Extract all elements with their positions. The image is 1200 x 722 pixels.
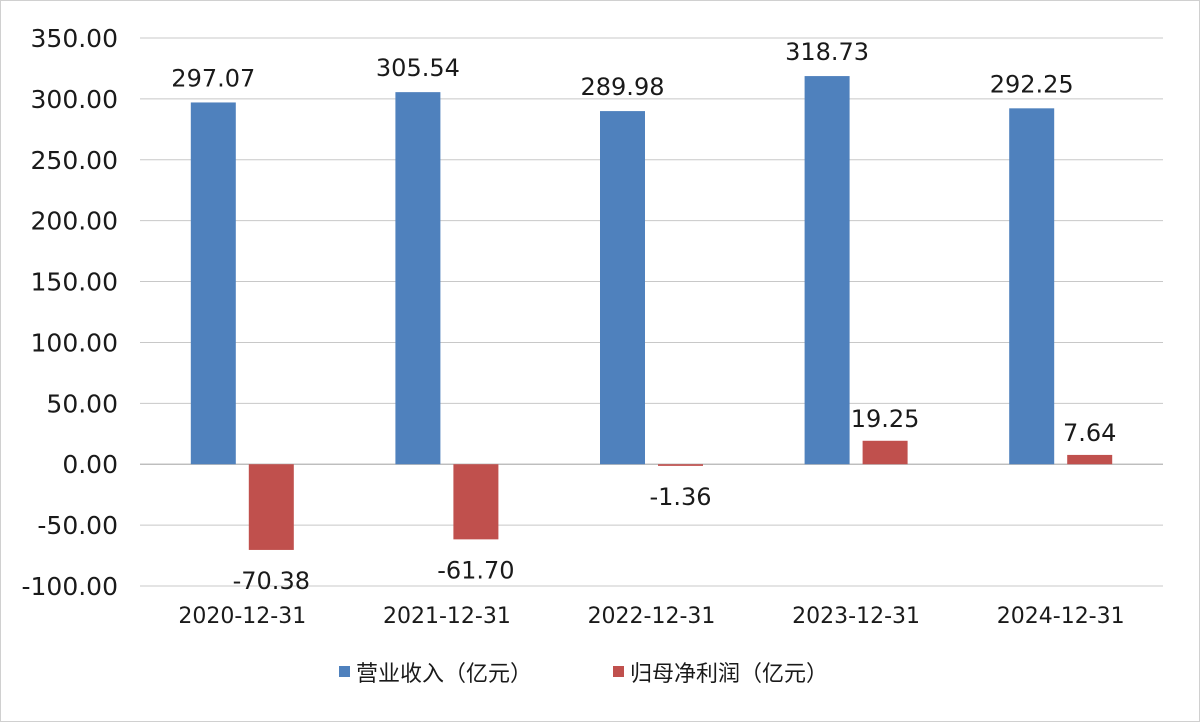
legend-label: 营业收入（亿元） [356, 662, 532, 687]
y-tick-label: 350.00 [31, 24, 118, 53]
x-tick-label: 2020-12-31 [178, 604, 306, 629]
y-tick-label: 50.00 [46, 389, 118, 418]
bars [190, 76, 1113, 550]
bar [248, 464, 294, 550]
data-label: 289.98 [581, 73, 665, 101]
x-tick-label: 2021-12-31 [383, 604, 511, 629]
x-tick-label: 2022-12-31 [588, 604, 716, 629]
y-tick-label: -100.00 [22, 572, 119, 601]
data-label: 305.54 [376, 54, 460, 82]
bar [190, 102, 236, 465]
gridlines [140, 37, 1163, 587]
y-tick-label: 150.00 [31, 268, 118, 297]
data-label: -70.38 [233, 567, 310, 595]
y-tick-label: 100.00 [31, 328, 118, 357]
bar [600, 111, 645, 465]
x-tick-label: 2023-12-31 [792, 604, 920, 629]
data-label: 292.25 [990, 70, 1074, 98]
data-label: -1.36 [649, 483, 711, 511]
data-labels: 297.07 -70.38 305.54 -61.70 289.98 -1.36 318.7… [171, 38, 1116, 595]
bar [395, 92, 441, 465]
y-tick-label: 250.00 [31, 146, 118, 175]
bar [1009, 108, 1055, 465]
legend-swatch [339, 666, 350, 677]
y-tick-label: 200.00 [31, 207, 118, 236]
y-tick-label: 300.00 [31, 85, 118, 114]
data-label: 318.73 [785, 38, 869, 66]
legend-label: 归母净利润（亿元） [630, 662, 828, 687]
bar [453, 464, 499, 540]
bar [804, 76, 850, 465]
bar [862, 440, 908, 465]
data-label: 19.25 [851, 405, 920, 433]
y-tick-label: 0.00 [62, 450, 118, 479]
y-axis-ticks: 350.00 300.00 250.00 200.00 150.00 100.00 50.0… [22, 24, 119, 601]
legend-swatch [613, 666, 624, 677]
legend: 营业收入（亿元） 归母净利润（亿元） [339, 662, 828, 687]
bar [658, 464, 703, 466]
bar [1067, 454, 1113, 465]
data-label: -61.70 [437, 556, 514, 584]
data-label: 7.64 [1063, 419, 1116, 447]
y-tick-label: -50.00 [37, 511, 118, 540]
x-axis-ticks: 2020-12-31 2021-12-31 2022-12-31 2023-12-31… [178, 604, 1124, 629]
data-label: 297.07 [171, 64, 255, 92]
x-tick-label: 2024-12-31 [997, 604, 1125, 629]
